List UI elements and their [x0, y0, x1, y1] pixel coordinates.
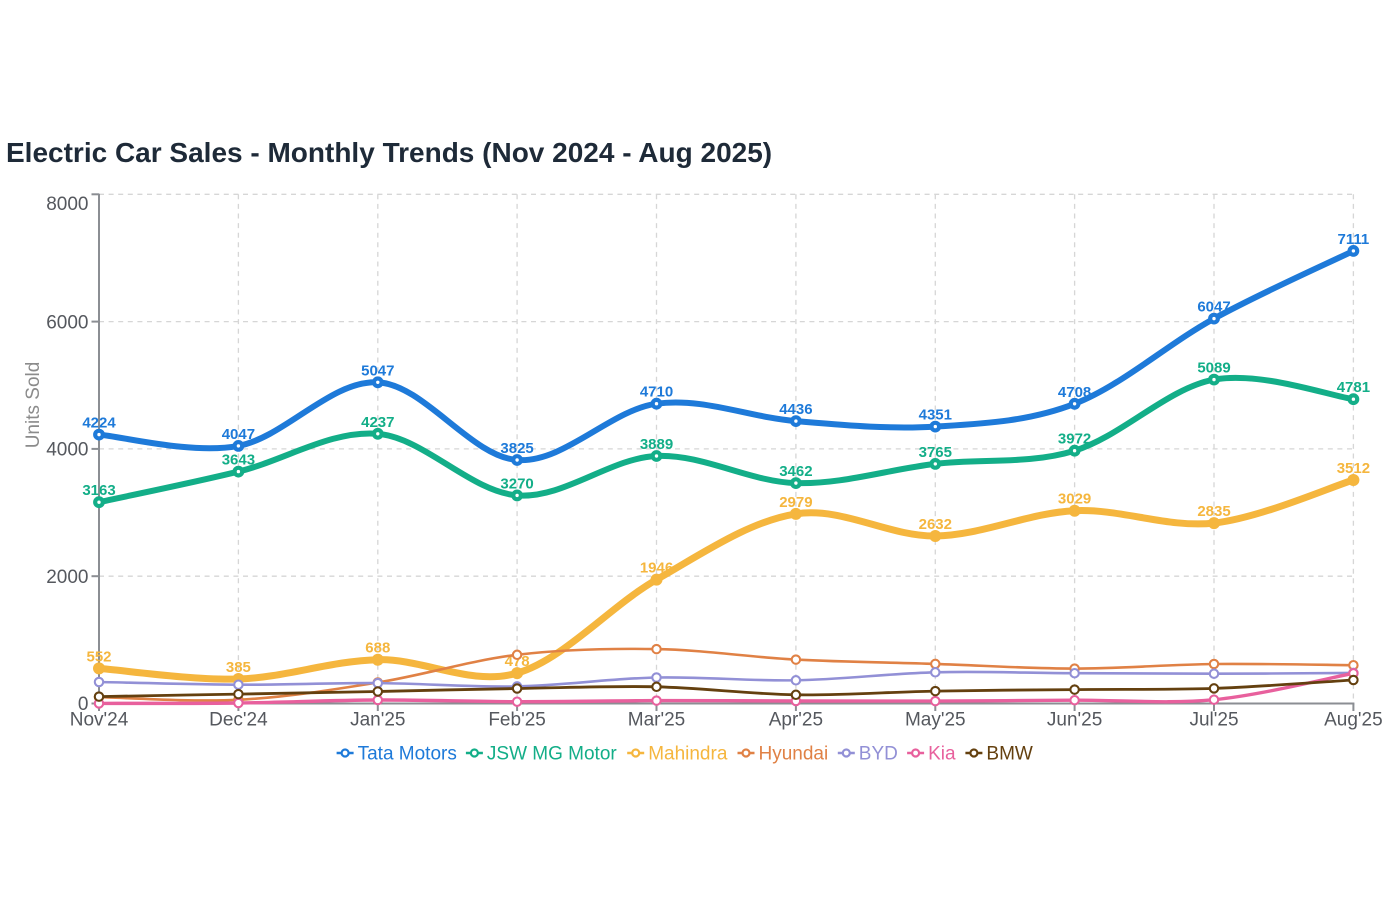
- svg-text:4708: 4708: [1058, 384, 1091, 401]
- svg-text:3163: 3163: [82, 482, 115, 499]
- svg-text:Dec'24: Dec'24: [209, 710, 268, 731]
- svg-text:2000: 2000: [46, 567, 88, 588]
- svg-text:4351: 4351: [919, 407, 952, 424]
- svg-text:478: 478: [505, 653, 530, 670]
- svg-text:552: 552: [86, 648, 111, 665]
- svg-text:3825: 3825: [500, 440, 533, 457]
- svg-text:May'25: May'25: [905, 710, 966, 731]
- svg-text:7111: 7111: [1338, 231, 1370, 248]
- svg-text:3765: 3765: [919, 444, 952, 461]
- svg-text:Mar'25: Mar'25: [628, 710, 685, 731]
- svg-text:Jun'25: Jun'25: [1047, 710, 1102, 731]
- svg-text:4000: 4000: [46, 440, 88, 461]
- svg-text:385: 385: [226, 659, 251, 676]
- svg-text:4436: 4436: [779, 401, 812, 418]
- svg-text:Electric Car Sales - Monthly T: Electric Car Sales - Monthly Trends (Nov…: [6, 137, 772, 168]
- svg-text:4710: 4710: [640, 384, 673, 401]
- svg-text:Feb'25: Feb'25: [488, 710, 546, 731]
- svg-text:Tata Motors: Tata Motors: [358, 744, 457, 765]
- svg-text:Aug'25: Aug'25: [1324, 710, 1383, 731]
- svg-text:Jul'25: Jul'25: [1189, 710, 1238, 731]
- svg-text:4047: 4047: [222, 426, 255, 443]
- svg-text:Jan'25: Jan'25: [350, 710, 405, 731]
- svg-text:Hyundai: Hyundai: [759, 744, 829, 765]
- svg-text:3512: 3512: [1337, 460, 1370, 477]
- svg-text:3270: 3270: [500, 475, 533, 492]
- svg-text:8000: 8000: [46, 194, 88, 215]
- svg-text:2979: 2979: [779, 494, 812, 511]
- svg-text:Nov'24: Nov'24: [70, 710, 129, 731]
- svg-text:3029: 3029: [1058, 491, 1091, 508]
- svg-text:3889: 3889: [640, 436, 673, 453]
- svg-text:3462: 3462: [779, 463, 812, 480]
- svg-text:6047: 6047: [1197, 299, 1230, 316]
- svg-text:2632: 2632: [919, 516, 952, 533]
- svg-text:4224: 4224: [82, 415, 116, 432]
- svg-text:4237: 4237: [361, 414, 394, 431]
- svg-text:3972: 3972: [1058, 431, 1091, 448]
- svg-text:BYD: BYD: [859, 744, 898, 765]
- svg-text:Kia: Kia: [928, 744, 956, 765]
- svg-text:JSW MG Motor: JSW MG Motor: [487, 744, 618, 765]
- svg-text:5047: 5047: [361, 362, 394, 379]
- svg-text:2835: 2835: [1197, 503, 1230, 520]
- svg-text:0: 0: [78, 694, 89, 715]
- svg-text:BMW: BMW: [986, 744, 1033, 765]
- svg-text:1946: 1946: [640, 560, 673, 577]
- svg-text:Units Sold: Units Sold: [23, 362, 44, 449]
- svg-text:5089: 5089: [1197, 360, 1230, 377]
- svg-text:Mahindra: Mahindra: [648, 744, 728, 765]
- svg-text:688: 688: [365, 640, 390, 657]
- svg-text:4781: 4781: [1337, 379, 1370, 396]
- svg-text:3643: 3643: [222, 452, 255, 469]
- svg-text:Apr'25: Apr'25: [769, 710, 823, 731]
- svg-text:6000: 6000: [46, 312, 88, 333]
